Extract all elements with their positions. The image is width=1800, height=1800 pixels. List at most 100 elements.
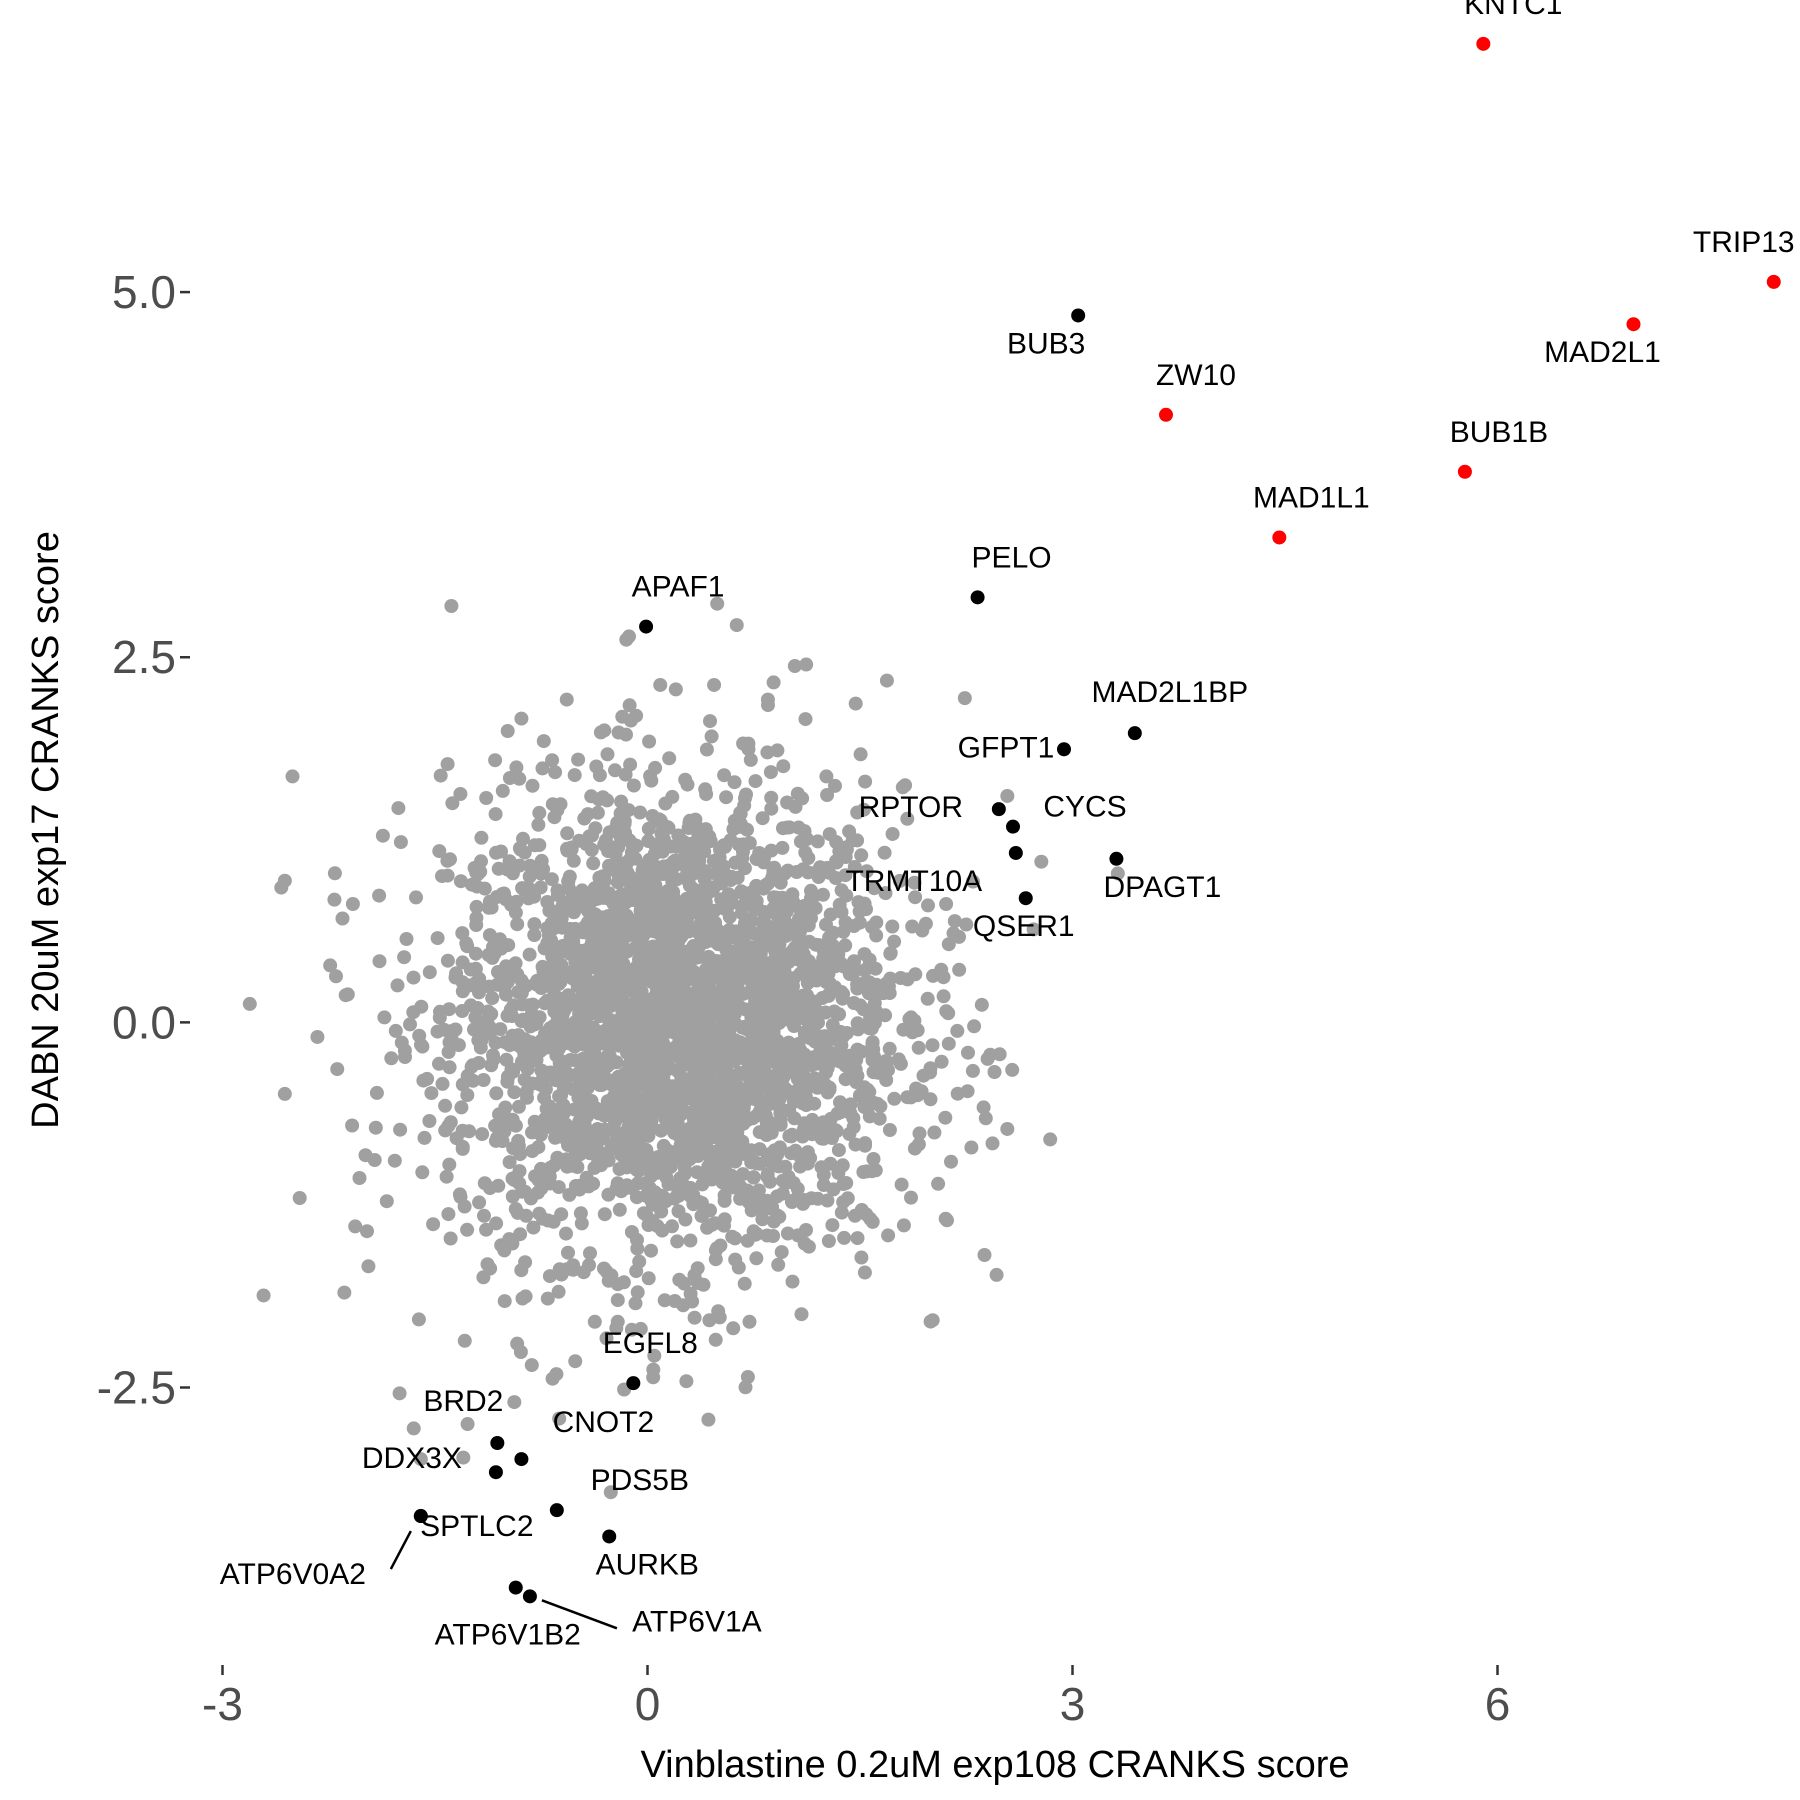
background-point bbox=[867, 881, 882, 896]
background-point bbox=[664, 940, 679, 955]
point-label-qser1: QSER1 bbox=[973, 910, 1075, 943]
background-point bbox=[865, 920, 879, 934]
background-point bbox=[694, 1003, 709, 1018]
background-point bbox=[642, 734, 657, 749]
background-point bbox=[641, 1218, 656, 1232]
background-point bbox=[566, 1258, 581, 1273]
background-point bbox=[960, 1084, 975, 1099]
background-point bbox=[677, 1276, 692, 1291]
background-point bbox=[836, 1177, 851, 1191]
background-point bbox=[934, 1054, 949, 1069]
labeled-point-egfl8 bbox=[626, 1376, 641, 1391]
background-point bbox=[977, 1248, 992, 1262]
highlighted-point-mad2l1 bbox=[1626, 317, 1641, 332]
background-point bbox=[599, 1022, 614, 1037]
background-point bbox=[760, 1228, 775, 1243]
background-point bbox=[656, 1035, 670, 1050]
background-point bbox=[602, 825, 617, 840]
background-point bbox=[856, 1165, 871, 1179]
background-point bbox=[375, 828, 390, 843]
background-point bbox=[976, 1100, 991, 1115]
background-point bbox=[634, 900, 649, 914]
background-point bbox=[330, 1062, 345, 1077]
highlighted-point-kntc1 bbox=[1476, 36, 1491, 51]
background-point bbox=[653, 677, 668, 692]
background-point bbox=[472, 1195, 487, 1210]
labeled-point-brd2 bbox=[490, 1436, 505, 1450]
leader-line-atp6v0a2 bbox=[389, 1530, 412, 1570]
y-axis: -2.5 0.0 2.5 5.0 bbox=[97, 266, 190, 1414]
background-point bbox=[372, 888, 387, 903]
background-point bbox=[852, 904, 867, 919]
background-point bbox=[473, 864, 488, 879]
background-point bbox=[639, 1117, 654, 1132]
background-point bbox=[819, 769, 834, 784]
background-point bbox=[916, 1068, 931, 1083]
background-point bbox=[388, 1023, 403, 1038]
background-point bbox=[903, 1090, 918, 1105]
background-point bbox=[939, 897, 954, 911]
background-point bbox=[850, 1231, 865, 1246]
background-point bbox=[823, 946, 838, 961]
background-point bbox=[591, 1106, 606, 1121]
background-point bbox=[612, 1202, 627, 1217]
background-point bbox=[553, 797, 568, 812]
background-point bbox=[763, 1115, 778, 1130]
background-point bbox=[965, 1063, 980, 1078]
background-point bbox=[887, 1091, 902, 1106]
x-tick-label: 3 bbox=[1060, 1678, 1086, 1730]
background-point bbox=[947, 914, 962, 929]
background-point bbox=[744, 1019, 759, 1034]
y-axis-title: DABN 20uM exp17 CRANKS score bbox=[25, 531, 67, 1129]
background-point bbox=[670, 1064, 685, 1079]
background-point bbox=[828, 778, 842, 793]
background-point bbox=[327, 866, 342, 881]
labeled-point-mad2l1bp bbox=[1127, 726, 1142, 741]
labeled-point-rptor bbox=[991, 802, 1006, 817]
background-point bbox=[844, 967, 859, 982]
background-point bbox=[746, 1170, 761, 1185]
background-point bbox=[671, 969, 686, 984]
background-point bbox=[413, 1452, 428, 1467]
background-point bbox=[689, 834, 704, 849]
background-point bbox=[460, 939, 475, 954]
background-point bbox=[432, 1056, 446, 1071]
background-point bbox=[576, 997, 590, 1012]
background-point bbox=[807, 1096, 822, 1111]
background-point bbox=[469, 975, 484, 990]
background-point bbox=[655, 994, 670, 1009]
background-point bbox=[666, 885, 681, 899]
background-point bbox=[440, 868, 455, 883]
background-point bbox=[535, 761, 550, 776]
background-point bbox=[593, 725, 608, 740]
background-point bbox=[961, 1045, 975, 1060]
background-point bbox=[683, 1286, 698, 1301]
background-point bbox=[804, 1191, 819, 1206]
background-point bbox=[752, 1125, 767, 1140]
background-point bbox=[660, 1062, 674, 1077]
background-point bbox=[498, 892, 513, 907]
point-label-sptlc2: SPTLC2 bbox=[420, 1510, 533, 1543]
background-point bbox=[770, 743, 785, 758]
background-point bbox=[612, 890, 627, 905]
background-point bbox=[964, 1140, 979, 1155]
point-label-mad2l1: MAD2L1 bbox=[1544, 336, 1661, 369]
background-point bbox=[489, 1216, 504, 1231]
background-point bbox=[643, 952, 658, 967]
background-point bbox=[766, 1214, 781, 1229]
background-point bbox=[578, 921, 593, 936]
background-point bbox=[624, 1225, 639, 1239]
background-point bbox=[433, 768, 448, 783]
background-point bbox=[921, 898, 935, 913]
background-point bbox=[738, 886, 753, 901]
background-point bbox=[736, 837, 751, 852]
background-point bbox=[627, 967, 642, 982]
background-point bbox=[733, 1094, 748, 1109]
background-point bbox=[256, 1288, 271, 1303]
background-point bbox=[475, 1127, 490, 1142]
background-point bbox=[548, 1111, 563, 1126]
background-point bbox=[497, 1124, 512, 1139]
background-point bbox=[745, 981, 759, 996]
background-point bbox=[476, 1073, 491, 1087]
